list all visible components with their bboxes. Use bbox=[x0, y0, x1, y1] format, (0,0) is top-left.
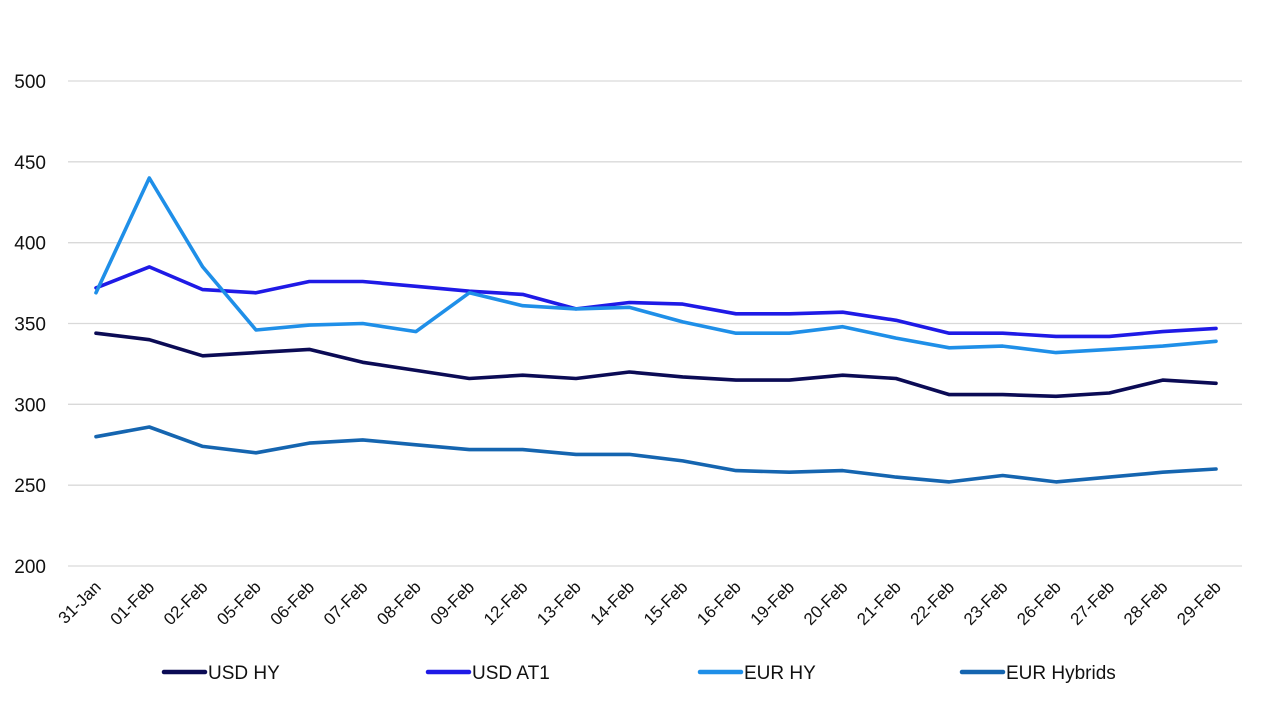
legend-label: EUR HY bbox=[744, 663, 816, 684]
x-tick-label: 28-Feb bbox=[1120, 577, 1172, 629]
x-tick-label: 26-Feb bbox=[1013, 577, 1065, 629]
x-tick-label: 13-Feb bbox=[533, 577, 585, 629]
series-line-eur-hy bbox=[94, 176, 1218, 355]
y-tick-label: 250 bbox=[14, 476, 46, 497]
y-axis-tick-labels: 200 250 300 350 400 450 500 bbox=[14, 72, 46, 578]
x-tick-label: 05-Feb bbox=[213, 577, 265, 629]
x-tick-label: 01-Feb bbox=[107, 577, 159, 629]
x-tick-label: 23-Feb bbox=[960, 577, 1012, 629]
y-tick-label: 400 bbox=[14, 234, 46, 255]
legend-label: USD HY bbox=[208, 663, 280, 684]
x-tick-label: 02-Feb bbox=[160, 577, 212, 629]
y-tick-label: 350 bbox=[14, 315, 46, 336]
x-tick-label: 08-Feb bbox=[373, 577, 425, 629]
series-line-eur-hybrids bbox=[94, 425, 1218, 484]
x-tick-label: 12-Feb bbox=[480, 577, 532, 629]
x-tick-label: 31-Jan bbox=[55, 577, 105, 627]
legend-label: USD AT1 bbox=[472, 663, 550, 684]
y-tick-label: 500 bbox=[14, 72, 46, 93]
y-tick-label: 450 bbox=[14, 153, 46, 174]
x-tick-label: 19-Feb bbox=[747, 577, 799, 629]
x-tick-label: 27-Feb bbox=[1067, 577, 1119, 629]
y-tick-label: 200 bbox=[14, 557, 46, 578]
legend: USD HY USD AT1 EUR HY EUR Hybrids bbox=[161, 663, 1116, 684]
gridlines bbox=[68, 80, 1242, 567]
y-tick-label: 300 bbox=[14, 395, 46, 416]
x-axis-tick-labels: 31-Jan 01-Feb 02-Feb 05-Feb 06-Feb 07-Feb 08-F… bbox=[55, 577, 1225, 629]
x-tick-label: 06-Feb bbox=[267, 577, 319, 629]
x-tick-label: 07-Feb bbox=[320, 577, 372, 629]
x-tick-label: 29-Feb bbox=[1173, 577, 1225, 629]
x-tick-label: 22-Feb bbox=[907, 577, 959, 629]
legend-label: EUR Hybrids bbox=[1006, 663, 1116, 684]
x-tick-label: 16-Feb bbox=[693, 577, 745, 629]
x-tick-label: 20-Feb bbox=[800, 577, 852, 629]
series-line-usd-hy bbox=[94, 331, 1218, 399]
series-lines bbox=[94, 176, 1218, 484]
x-tick-label: 09-Feb bbox=[427, 577, 479, 629]
x-tick-label: 14-Feb bbox=[587, 577, 639, 629]
x-tick-label: 15-Feb bbox=[640, 577, 692, 629]
series-line-usd-at1 bbox=[94, 265, 1218, 339]
x-tick-label: 21-Feb bbox=[853, 577, 905, 629]
